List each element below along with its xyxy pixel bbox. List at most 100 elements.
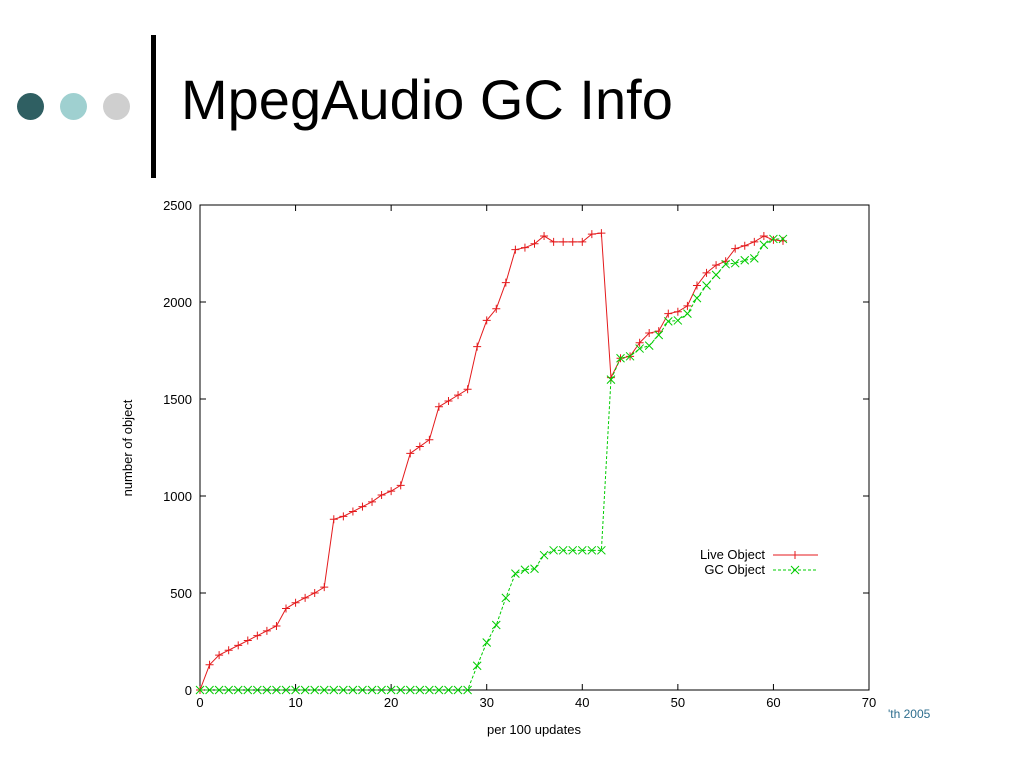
gc-object-point bbox=[262, 685, 272, 695]
gc-object-point bbox=[300, 685, 310, 695]
y-tick-label: 1000 bbox=[163, 489, 192, 504]
live-object-point bbox=[253, 631, 262, 640]
legend-label-live-object: Live Object bbox=[700, 547, 765, 562]
legend-label-gc-object: GC Object bbox=[704, 562, 765, 577]
gc-object-point bbox=[205, 685, 214, 695]
gc-object-point bbox=[444, 685, 453, 695]
gc-object-point bbox=[339, 685, 348, 695]
x-tick-label: 30 bbox=[479, 695, 493, 710]
live-object-point bbox=[540, 232, 549, 241]
live-object-point bbox=[329, 515, 338, 524]
live-object-point bbox=[301, 593, 310, 602]
gc-object-point bbox=[606, 375, 616, 384]
live-object-point bbox=[396, 481, 405, 490]
gc-object-point bbox=[491, 620, 501, 630]
live-object-point bbox=[387, 487, 396, 496]
live-object-point bbox=[731, 244, 740, 253]
live-object-point bbox=[205, 660, 214, 669]
live-object-point bbox=[473, 342, 482, 351]
gc-object-point bbox=[405, 685, 415, 695]
legend-marker-gc-object bbox=[790, 565, 800, 575]
gc-object-point bbox=[749, 253, 759, 263]
dot-dark-teal bbox=[17, 93, 44, 120]
gc-object-point bbox=[549, 545, 558, 555]
live-object-point bbox=[769, 235, 778, 244]
gc-object-point bbox=[281, 685, 291, 695]
live-object-point bbox=[243, 636, 252, 645]
live-object-point bbox=[291, 598, 300, 607]
live-object-point bbox=[406, 449, 415, 458]
gc-object-point bbox=[692, 293, 702, 303]
live-object-point bbox=[482, 316, 491, 325]
gc-object-point bbox=[472, 661, 482, 671]
x-tick-label: 0 bbox=[196, 695, 203, 710]
gc-object-point bbox=[673, 316, 683, 325]
title-divider bbox=[151, 35, 156, 178]
live-object-point bbox=[282, 604, 291, 613]
live-object-point bbox=[568, 237, 577, 246]
gc-object-point bbox=[319, 685, 329, 695]
gc-object-point bbox=[291, 685, 300, 695]
live-object-point bbox=[262, 626, 271, 635]
live-object-point bbox=[587, 230, 596, 239]
gc-object-point bbox=[463, 685, 472, 695]
x-tick-label: 10 bbox=[288, 695, 302, 710]
chart-axes: 0 10 20 30 40 50 60 70 0 500 1000 1500 2000 2500 bbox=[163, 198, 876, 710]
live-object-point bbox=[520, 243, 529, 252]
live-object-point bbox=[511, 245, 520, 254]
gc-object-point bbox=[214, 685, 224, 695]
gc-object-point bbox=[520, 565, 530, 575]
live-object-point bbox=[578, 237, 587, 246]
gc-object-point bbox=[396, 685, 406, 695]
gc-object-series bbox=[195, 234, 788, 695]
y-tick-label: 1500 bbox=[163, 392, 192, 407]
y-tick-label: 2000 bbox=[163, 295, 192, 310]
x-tick-label: 70 bbox=[862, 695, 876, 710]
x-tick-label: 20 bbox=[384, 695, 398, 710]
y-axis-label: number of object bbox=[120, 399, 135, 496]
live-object-point bbox=[635, 338, 644, 347]
gc-object-point bbox=[367, 685, 377, 695]
live-object-point bbox=[377, 491, 386, 500]
y-tick-label: 0 bbox=[185, 683, 192, 698]
y-tick-label: 2500 bbox=[163, 198, 192, 213]
gc-object-point bbox=[243, 685, 253, 695]
gc-object-point bbox=[377, 685, 386, 695]
live-object-point bbox=[348, 507, 357, 516]
live-object-point bbox=[683, 301, 692, 310]
gc-object-point bbox=[224, 685, 234, 695]
live-object-point bbox=[740, 241, 749, 250]
gc-object-point bbox=[530, 564, 539, 574]
footer-date-fragment: 'th 2005 bbox=[888, 707, 931, 721]
gc-object-point bbox=[759, 240, 769, 250]
plot-frame bbox=[199, 204, 870, 691]
x-tick-label: 60 bbox=[766, 695, 780, 710]
gc-object-point bbox=[329, 685, 339, 695]
live-object-point bbox=[597, 229, 606, 238]
live-object-point bbox=[368, 497, 377, 506]
gc-object-point bbox=[482, 638, 492, 647]
gc-object-point bbox=[683, 309, 692, 318]
live-object-point bbox=[234, 641, 243, 650]
gc-object-point bbox=[587, 545, 597, 555]
live-object-point bbox=[463, 385, 472, 394]
live-object-point bbox=[606, 373, 615, 382]
slide-title: MpegAudio GC Info bbox=[181, 68, 673, 131]
gc-object-point bbox=[778, 234, 788, 244]
gc-object-point bbox=[635, 344, 644, 353]
live-object-point bbox=[645, 329, 654, 338]
gc-object-point bbox=[654, 330, 664, 340]
gc-object-point bbox=[644, 341, 654, 351]
live-object-point bbox=[224, 646, 233, 655]
gc-object-point bbox=[702, 281, 711, 290]
live-object-point bbox=[664, 309, 673, 318]
live-object-point bbox=[702, 268, 711, 277]
gc-object-point bbox=[597, 545, 606, 555]
gc-object-point bbox=[415, 685, 425, 695]
live-object-point bbox=[215, 651, 224, 660]
gc-object-point bbox=[348, 685, 358, 695]
gc-object-point bbox=[568, 545, 578, 555]
live-object-point bbox=[425, 435, 434, 444]
gc-object-point bbox=[558, 545, 568, 555]
